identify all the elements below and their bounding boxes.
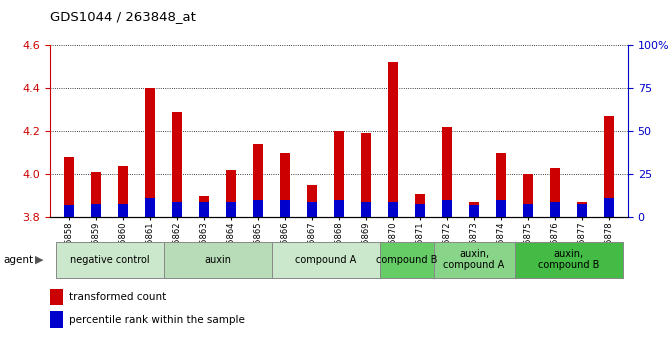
Bar <box>92 172 101 217</box>
Bar <box>50 289 63 305</box>
Bar <box>118 166 128 217</box>
Bar <box>55 241 164 278</box>
Bar <box>199 202 208 217</box>
Bar <box>523 204 533 217</box>
Text: compound B: compound B <box>376 255 437 265</box>
Bar <box>281 200 290 217</box>
Bar <box>442 127 452 217</box>
Bar <box>550 168 560 217</box>
Bar <box>514 241 623 278</box>
Bar <box>415 194 425 217</box>
Bar <box>605 198 614 217</box>
Bar <box>434 241 514 278</box>
Bar <box>470 202 479 217</box>
Bar <box>64 205 73 217</box>
Bar <box>496 200 506 217</box>
Bar <box>361 133 371 217</box>
Bar <box>577 204 587 217</box>
Text: agent: agent <box>3 255 33 265</box>
Bar <box>226 202 236 217</box>
Bar <box>145 88 155 217</box>
Bar <box>361 202 371 217</box>
Bar <box>307 185 317 217</box>
Bar <box>199 196 208 217</box>
Text: negative control: negative control <box>69 255 150 265</box>
Bar <box>388 62 397 217</box>
Text: auxin,
compound A: auxin, compound A <box>444 249 504 270</box>
Bar <box>334 131 344 217</box>
Bar <box>226 170 236 217</box>
Bar <box>92 204 101 217</box>
Text: percentile rank within the sample: percentile rank within the sample <box>69 315 245 325</box>
Bar <box>164 241 271 278</box>
Bar <box>145 198 155 217</box>
Text: GDS1044 / 263848_at: GDS1044 / 263848_at <box>50 10 196 23</box>
Bar <box>470 205 479 217</box>
Bar <box>523 174 533 217</box>
Text: transformed count: transformed count <box>69 292 166 302</box>
Bar <box>271 241 379 278</box>
Bar <box>415 204 425 217</box>
Bar <box>550 202 560 217</box>
Bar <box>253 144 263 217</box>
Bar <box>172 202 182 217</box>
Text: ▶: ▶ <box>35 255 43 265</box>
Bar <box>50 312 63 328</box>
Bar <box>577 202 587 217</box>
Bar <box>281 153 290 217</box>
Text: auxin: auxin <box>204 255 231 265</box>
Bar <box>379 241 434 278</box>
Text: compound A: compound A <box>295 255 356 265</box>
Bar <box>605 116 614 217</box>
Bar <box>118 204 128 217</box>
Bar <box>64 157 73 217</box>
Bar <box>442 200 452 217</box>
Bar <box>253 200 263 217</box>
Bar <box>388 202 397 217</box>
Bar <box>172 112 182 217</box>
Text: auxin,
compound B: auxin, compound B <box>538 249 599 270</box>
Bar <box>334 200 344 217</box>
Bar <box>496 153 506 217</box>
Bar <box>307 202 317 217</box>
